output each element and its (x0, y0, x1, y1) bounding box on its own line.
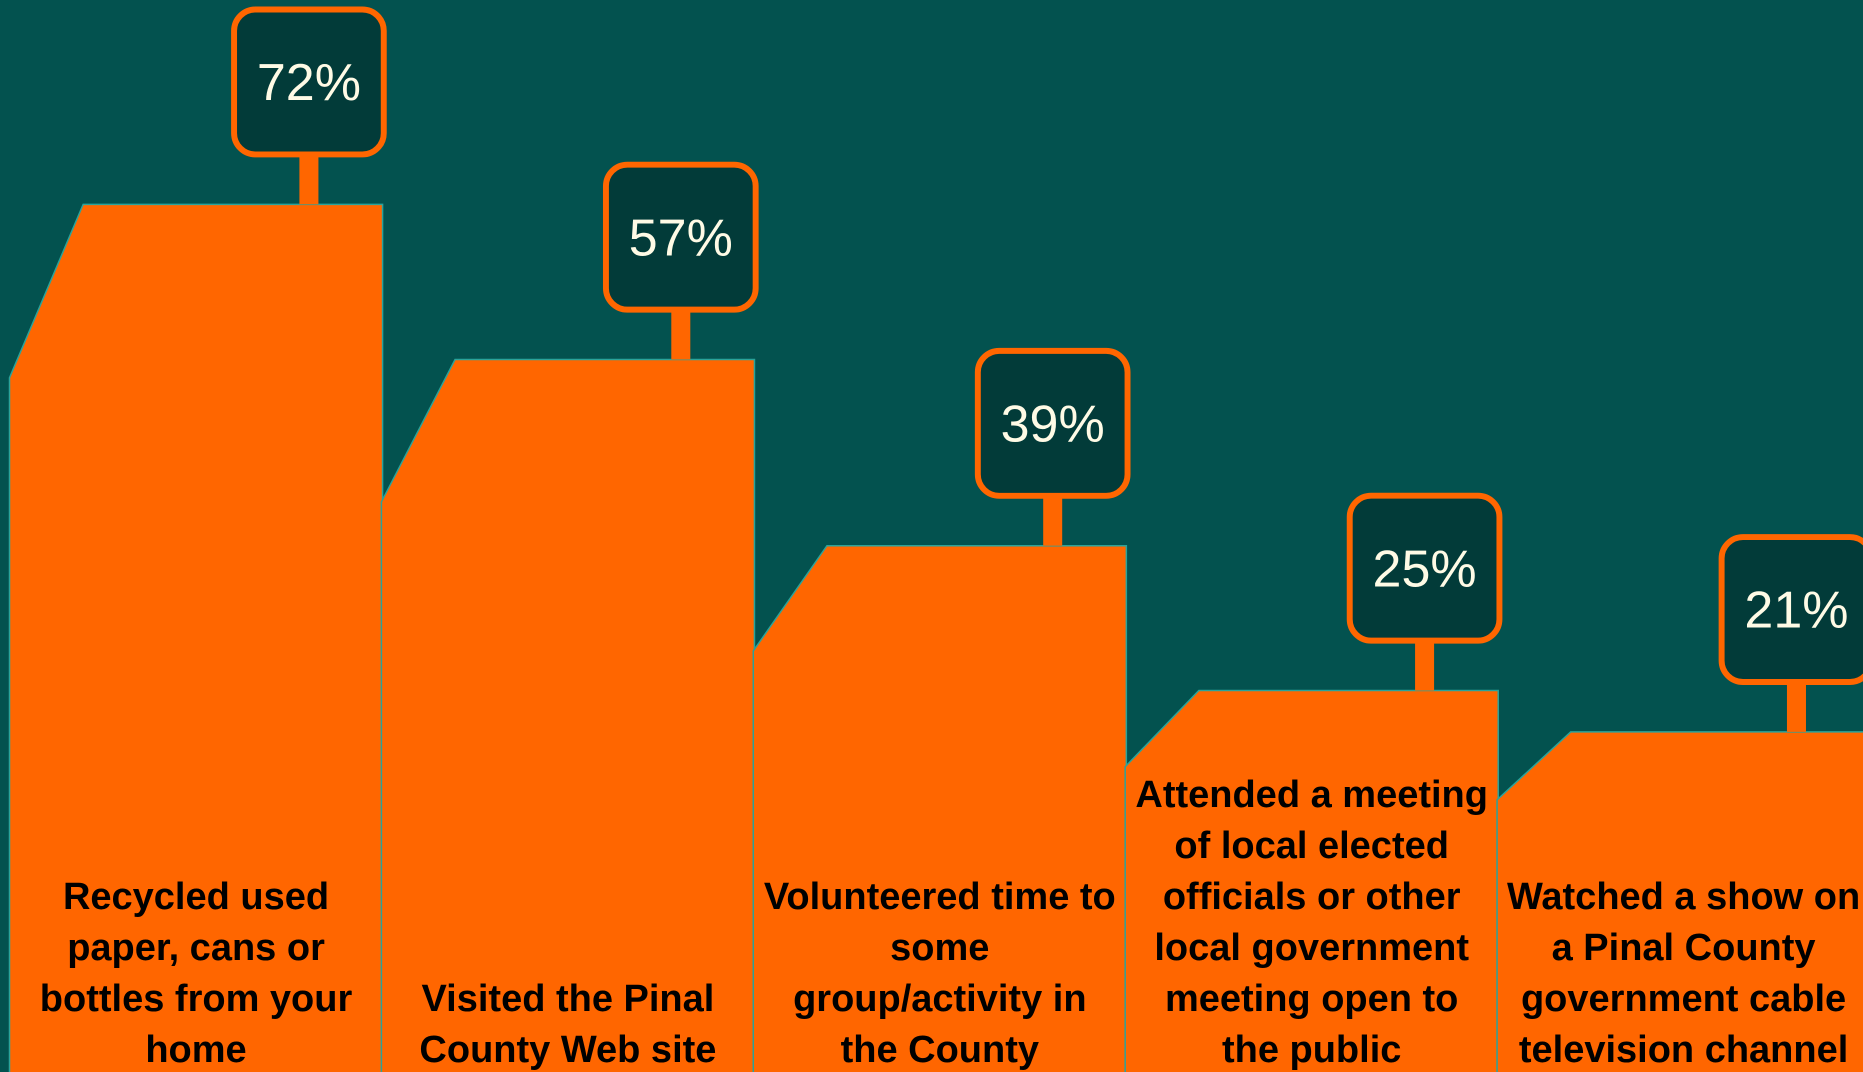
callout-stem (1786, 681, 1806, 732)
category-label: Watched a show on a Pinal County governm… (1506, 876, 1861, 1071)
category-label: Visited the Pinal County Web site (419, 978, 717, 1071)
callout-stem (671, 309, 691, 360)
category-label: Volunteered time to some group/activity … (763, 876, 1116, 1071)
callout-box (974, 347, 1131, 499)
callout-box (602, 161, 759, 313)
value-label: 72% (257, 54, 361, 112)
bar (752, 544, 1128, 1072)
callout-stem (1043, 495, 1063, 546)
bar (8, 203, 384, 1072)
callout-box (1346, 492, 1503, 644)
value-label: 39% (1001, 396, 1105, 454)
callout-stem (299, 154, 319, 205)
category-label: Attended a meeting of local elected offi… (1135, 774, 1488, 1071)
bar (1496, 731, 1863, 1072)
bar (1124, 689, 1499, 1072)
bar (380, 358, 756, 1072)
callout-box (1718, 534, 1863, 685)
callout-stem (1415, 640, 1435, 691)
value-label: 25% (1373, 540, 1477, 598)
callout-box (231, 6, 387, 158)
value-label: 57% (629, 209, 733, 267)
category-label: Recycled used paper, cans or bottles fro… (39, 876, 353, 1071)
value-label: 21% (1744, 582, 1848, 640)
